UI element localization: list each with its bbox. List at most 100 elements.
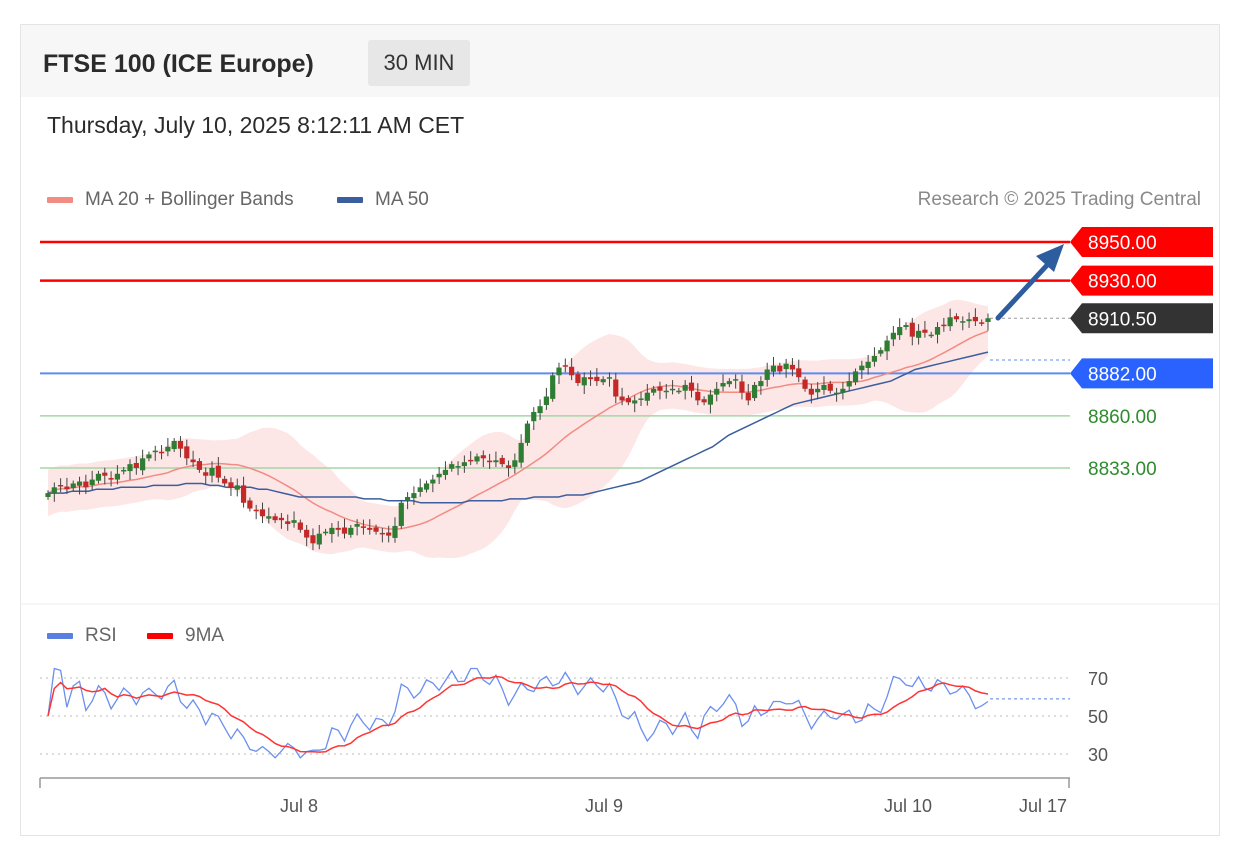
legend-rsi-ma-label: 9MA [185, 625, 225, 646]
candle-body [587, 377, 594, 380]
candle-body [51, 487, 57, 494]
candle-body [278, 517, 285, 521]
candle-body [505, 465, 512, 468]
level-tag-resistance [1070, 265, 1213, 296]
level-label: 8860.00 [1088, 407, 1157, 428]
legend-ma50-label: MA 50 [375, 189, 429, 210]
timestamp: Thursday, July 10, 2025 8:12:11 AM CET [47, 112, 465, 138]
candle-body [215, 465, 221, 478]
candle-body [398, 502, 404, 526]
candle-body [316, 533, 322, 545]
candle-body [676, 390, 682, 393]
candle-body [133, 462, 139, 468]
candle-body [266, 516, 272, 519]
candle-body [594, 376, 600, 382]
candle-body [64, 486, 70, 490]
candle-body [632, 400, 638, 404]
candle-body [884, 340, 890, 352]
candle-body [247, 500, 253, 509]
candle-body [146, 454, 152, 459]
legend-rsi-label: RSI [85, 625, 117, 646]
candle-body [928, 334, 934, 337]
candle-body [512, 460, 518, 467]
candle-body [140, 458, 146, 471]
candle-body [751, 384, 758, 399]
candle-body [449, 464, 455, 469]
candle-body [70, 483, 76, 489]
legend-rsi-ma: 9MA [147, 625, 224, 647]
x-tick-label: Jul 9 [585, 796, 623, 816]
candle-body [442, 469, 449, 475]
candles-group [45, 308, 991, 551]
ma50-swatch [337, 197, 363, 203]
candle-body [531, 411, 537, 422]
candle-body [556, 367, 562, 376]
legend-rsi: RSI [47, 625, 117, 647]
candle-body [890, 332, 896, 340]
candle-body [707, 394, 714, 405]
candle-body [108, 478, 114, 480]
research-credit: Research © 2025 Trading Central [917, 189, 1201, 210]
candle-body [493, 460, 499, 463]
candle-body [165, 446, 171, 452]
candle-body [184, 446, 190, 459]
candle-body [524, 423, 531, 443]
candle-body [695, 391, 701, 401]
ma50-line [48, 351, 989, 504]
candle-body [89, 479, 95, 485]
candle-body [878, 350, 884, 354]
candle-body [228, 482, 234, 488]
candle-body [455, 466, 461, 468]
candle-body [95, 473, 102, 481]
candle-body [720, 383, 726, 387]
candle-body [840, 388, 846, 393]
candle-body [423, 483, 430, 490]
candle-body [733, 379, 739, 381]
candle-body [158, 451, 165, 454]
candle-body [903, 325, 909, 327]
candle-body [114, 473, 120, 480]
candle-body [815, 388, 821, 393]
forecast-arrow-head [1036, 244, 1064, 272]
candle-body [341, 527, 348, 534]
candle-body [916, 330, 922, 338]
candle-body [922, 329, 928, 333]
candle-body [606, 377, 613, 379]
candle-body [625, 398, 632, 403]
candle-body [833, 392, 840, 395]
candle-body [417, 487, 423, 492]
forecast-arrow-shaft [995, 259, 1053, 321]
candle-body [688, 382, 695, 391]
candle-body [209, 468, 215, 476]
candle-body [613, 379, 619, 397]
candle-body [58, 484, 64, 487]
level-label: 8910.50 [1088, 309, 1157, 330]
candle-body [714, 388, 720, 395]
interval-button[interactable]: 30 MIN [368, 40, 470, 86]
candle-body [259, 509, 266, 517]
candle-body [947, 317, 953, 327]
candle-body [897, 326, 903, 336]
candle-body [322, 531, 329, 534]
candle-body [430, 479, 436, 484]
chart-card: FTSE 100 (ICE Europe) 30 MIN Thursday, J… [20, 24, 1220, 836]
candle-body [518, 442, 524, 463]
rsi-tick-label: 30 [1088, 745, 1108, 765]
level-label: 8833.00 [1088, 459, 1157, 480]
candle-body [941, 324, 947, 327]
candle-body [360, 526, 367, 528]
level-label: 8930.00 [1088, 272, 1157, 293]
chart-header: FTSE 100 (ICE Europe) 30 MIN [21, 25, 1219, 97]
candle-body [45, 493, 51, 497]
candle-body [436, 473, 442, 478]
candle-body [461, 462, 467, 467]
candle-body [802, 379, 808, 389]
level-label: 8882.00 [1088, 364, 1157, 385]
x-tick-label: Jul 10 [884, 796, 932, 816]
candle-body [392, 525, 398, 538]
candle-body [575, 374, 581, 384]
candle-body [234, 485, 240, 490]
candle-body [468, 459, 474, 462]
candle-body [329, 527, 335, 535]
candle-body [808, 388, 814, 395]
